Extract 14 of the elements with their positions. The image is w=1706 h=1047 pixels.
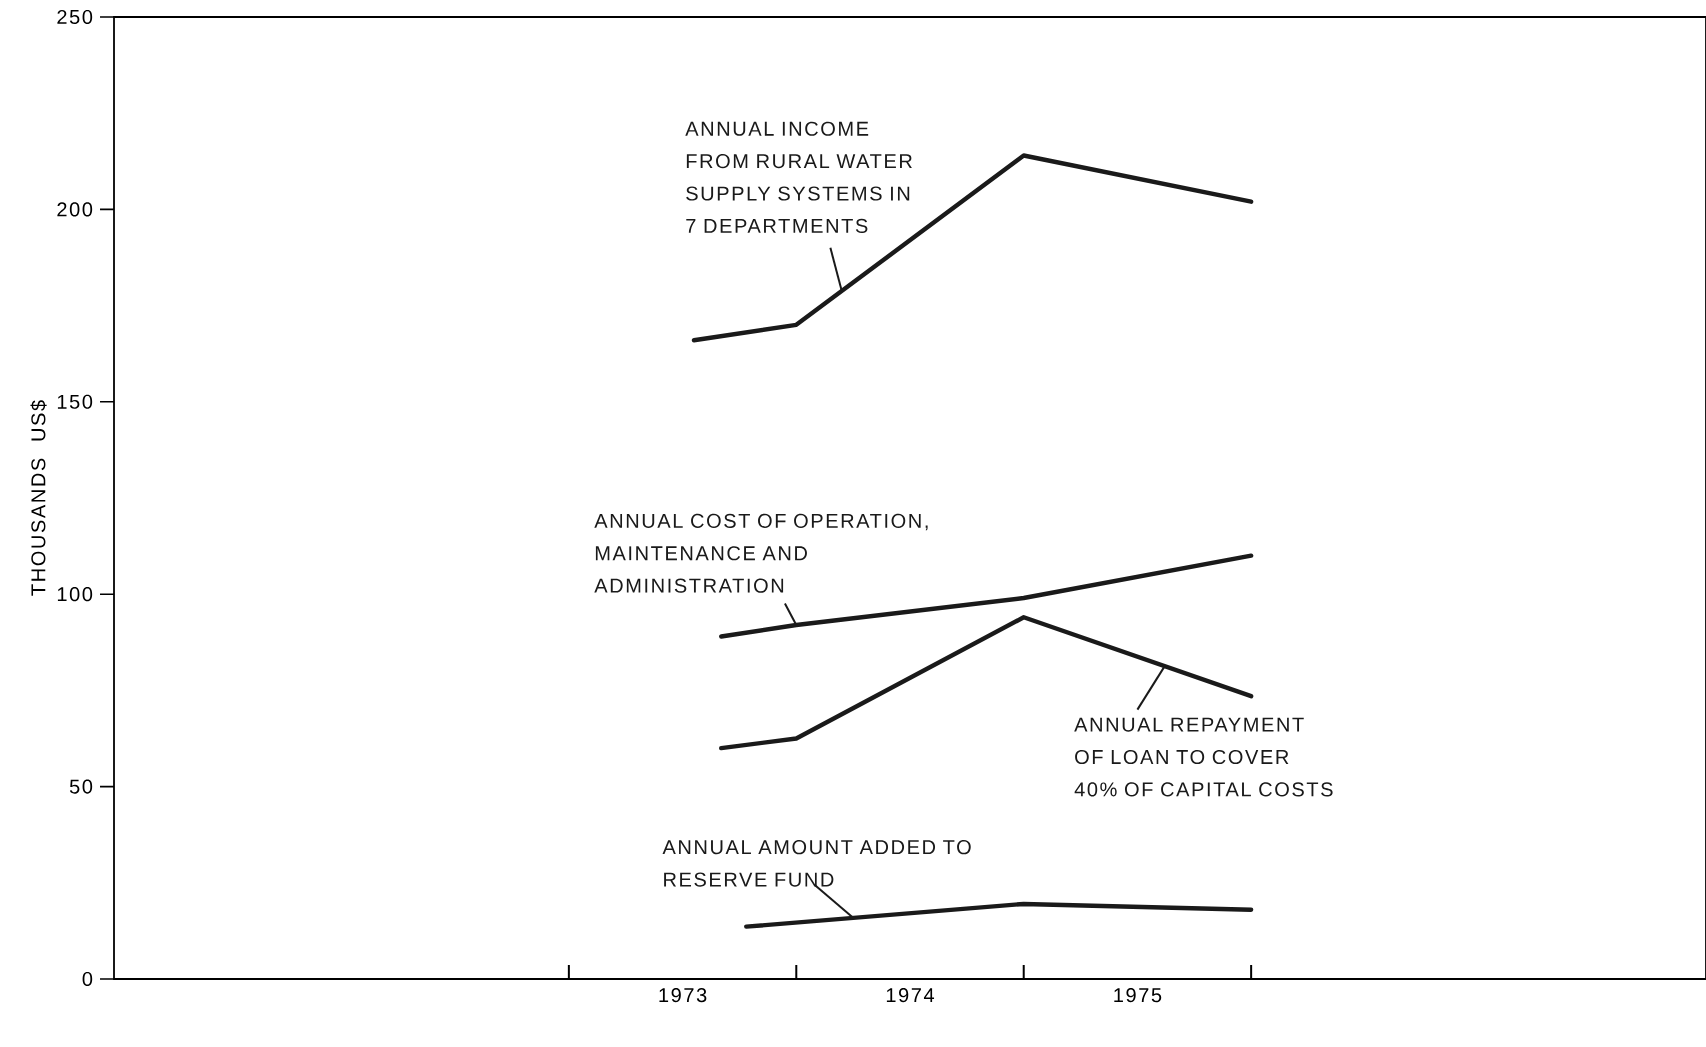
series-label: ANNUAL INCOME FROM RURAL WATER SUPPLY SYSTEMS IN 7 DEPARTMENTS — [685, 121, 912, 234]
x-tick-label: 1973 — [659, 988, 707, 1003]
y-tick-label: 0 — [82, 971, 93, 987]
x-tick-label: 1975 — [1114, 988, 1162, 1003]
series-label: ANNUAL COST OF OPERATION, MAINTENANCE AND ADMINISTRATION — [594, 513, 928, 593]
x-tick-label: 1974 — [886, 988, 935, 1003]
y-tick-label: 150 — [57, 394, 93, 409]
series-label: ANNUAL AMOUNT ADDED TO RESERVE FUND — [662, 840, 971, 887]
y-tick-label: 50 — [69, 779, 93, 794]
legend-label: ANNUAL REPAYMENT OF LOAN TO COVER 40% OF CAPITAL COSTS — [1074, 717, 1333, 797]
y-tick-label: 250 — [57, 9, 93, 25]
y-axis-title: THOUSANDS US$ — [30, 400, 47, 596]
y-tick-label: 200 — [57, 202, 93, 217]
y-tick-label: 100 — [57, 587, 93, 602]
